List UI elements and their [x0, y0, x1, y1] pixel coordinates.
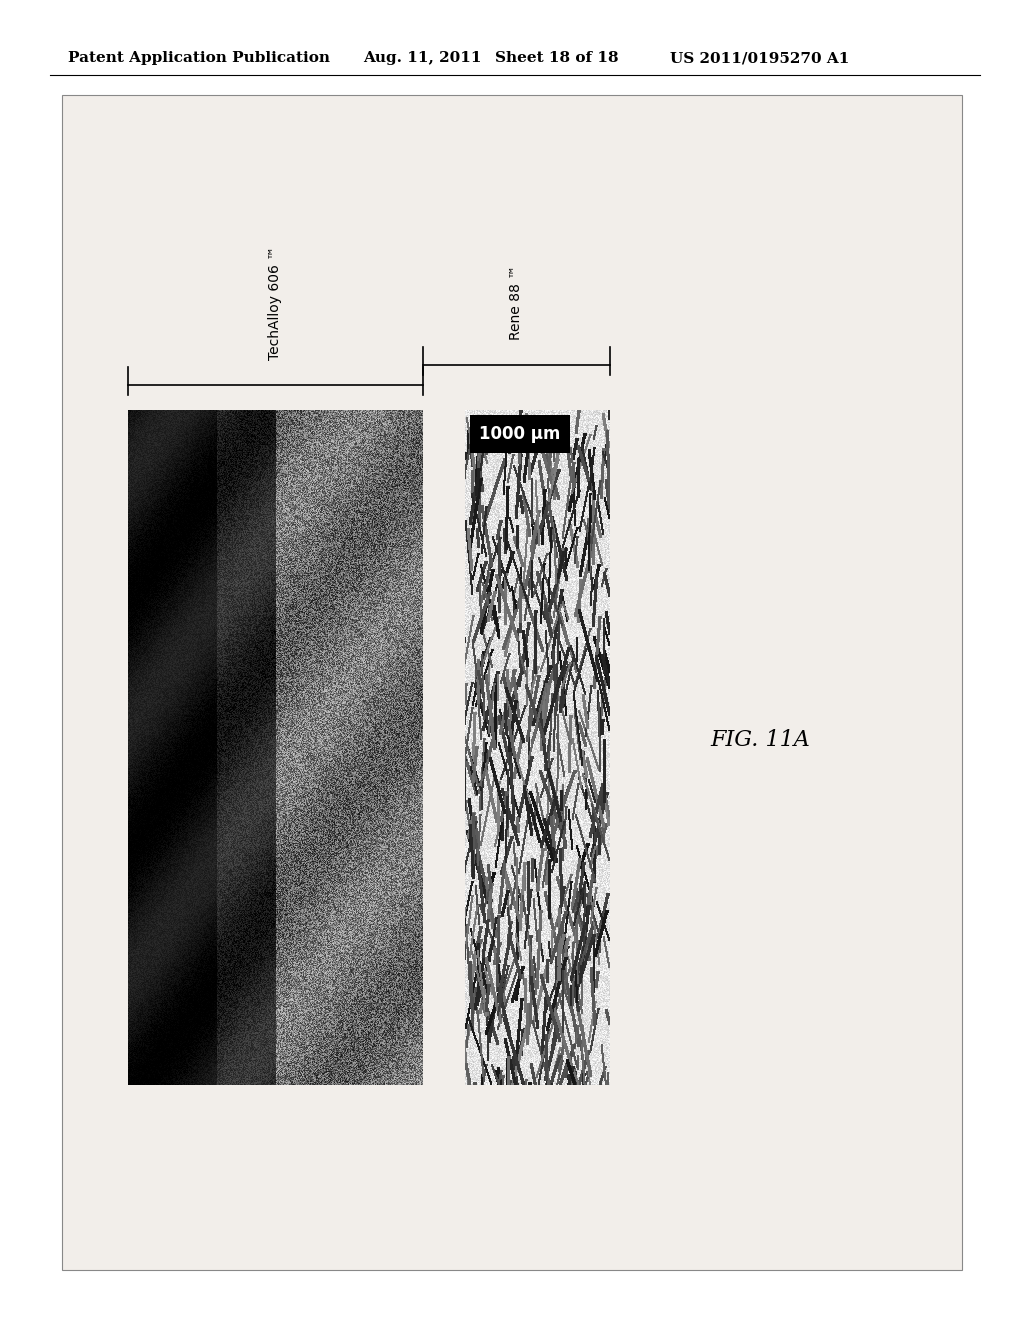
Text: 1000 μm: 1000 μm [479, 425, 561, 444]
Bar [128, 411, 423, 1085]
Text: Patent Application Publication: Patent Application Publication [68, 51, 330, 65]
Text: Rene 88 ™: Rene 88 ™ [510, 265, 523, 341]
Text: US 2011/0195270 A1: US 2011/0195270 A1 [670, 51, 849, 65]
Bar [470, 414, 570, 453]
Text: FIG. 11A: FIG. 11A [710, 729, 810, 751]
Text: Aug. 11, 2011: Aug. 11, 2011 [362, 51, 481, 65]
Bar [62, 95, 962, 1270]
Bar [128, 411, 231, 1085]
Text: Sheet 18 of 18: Sheet 18 of 18 [495, 51, 618, 65]
Text: TechAlloy 606 ™: TechAlloy 606 ™ [268, 246, 283, 360]
